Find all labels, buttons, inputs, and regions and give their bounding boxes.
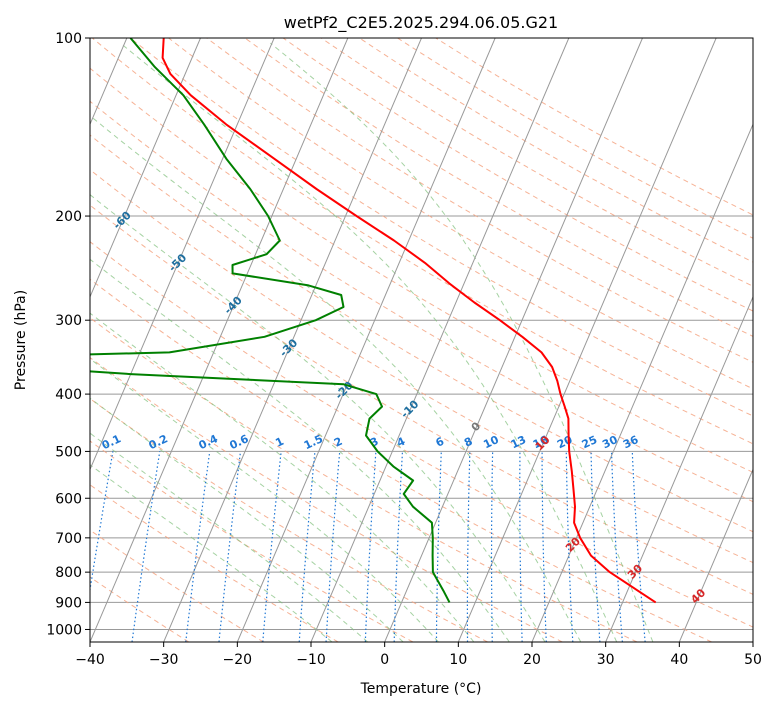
x-tick-label: −30: [149, 652, 179, 668]
isotherm: [678, 468, 753, 642]
y-tick-label: 900: [55, 595, 82, 611]
isotherm: [384, 38, 643, 642]
x-tick-label: 40: [670, 652, 688, 668]
x-tick-label: 50: [744, 652, 762, 668]
y-tick-label: 100: [55, 31, 82, 47]
plot-frame: [89, 37, 754, 643]
dewpoint-profile: [90, 38, 451, 603]
mixing-ratio-label: 30: [600, 433, 620, 451]
mixing-ratio-line: [131, 451, 161, 642]
isotherm: [531, 123, 753, 642]
y-tick-label: 300: [55, 313, 82, 329]
mixing-ratio-label: 16: [531, 433, 551, 451]
x-tick-label: −10: [296, 652, 326, 668]
moist-adiabat: [90, 312, 475, 642]
moist-adiabat: [270, 42, 654, 642]
mixing-ratio-label: 13: [509, 433, 528, 451]
mixing-ratio-label: 25: [580, 433, 599, 451]
dry-adiabat: [90, 484, 339, 642]
moist-adiabat: [90, 358, 439, 642]
dry-adiabat: [130, 38, 753, 417]
x-tick-label: 10: [449, 652, 467, 668]
mixing-ratio-line: [90, 451, 114, 594]
dry-adiabat: [90, 204, 753, 595]
temperature-profile: [161, 38, 657, 604]
x-tick-label: −20: [223, 652, 253, 668]
y-tick-label: 800: [55, 565, 82, 581]
y-tick-label: 600: [55, 491, 82, 507]
dry-adiabat: [206, 38, 753, 363]
x-axis: −40 −30 −20 −10 0 10 20 30 40 50: [75, 642, 762, 668]
mixing-ratio-line: [218, 451, 242, 642]
mixing-ratio-line: [185, 451, 211, 642]
dry-adiabat: [90, 134, 753, 533]
y-axis-label: Pressure (hPa): [13, 290, 29, 390]
dry-adiabat: [90, 357, 563, 642]
isotherm: [310, 38, 570, 642]
y-tick-label: 700: [55, 531, 82, 547]
moist-adiabat: [90, 194, 546, 642]
dry-adiabat: [282, 38, 753, 312]
y-tick-label: 200: [55, 209, 82, 225]
moist-adiabat: [120, 42, 618, 642]
moist-adiabat: [90, 432, 368, 642]
isotherm: [163, 38, 422, 642]
y-tick-label: 500: [55, 444, 82, 460]
y-axis: 100 200 300 400 500 600 700 800 900 1000: [46, 31, 90, 638]
y-tick-label: 1000: [46, 622, 82, 638]
moist-adiabat: [90, 115, 582, 642]
background-lines: [90, 38, 753, 642]
isotherm: [457, 38, 717, 642]
mixing-ratio-label: 10: [481, 433, 501, 451]
moist-adiabat: [90, 464, 333, 642]
isotherm: [90, 38, 349, 642]
isotherm: [605, 295, 753, 642]
dry-adiabat: [90, 398, 488, 642]
x-tick-label: −40: [75, 652, 105, 668]
moist-adiabat: [90, 258, 510, 642]
dry-adiabat: [90, 169, 753, 564]
isotherm: [90, 38, 201, 299]
mixing-ratio-label: 36: [621, 433, 641, 451]
dry-adiabat: [90, 67, 753, 473]
x-axis-label: Temperature (°C): [360, 681, 482, 697]
y-tick-label: 400: [55, 387, 82, 403]
x-tick-label: 20: [523, 652, 541, 668]
profiles: [90, 38, 657, 604]
isotherm: [236, 38, 496, 642]
chart-title: wetPf2_C2E5.2025.294.06.05.G21: [284, 13, 558, 33]
mixing-ratio-line: [262, 451, 282, 642]
dry-adiabat: [90, 241, 753, 628]
moist-adiabat: [90, 397, 404, 642]
isotherm: [90, 38, 275, 471]
x-tick-label: 0: [380, 652, 389, 668]
x-tick-label: 30: [597, 652, 615, 668]
